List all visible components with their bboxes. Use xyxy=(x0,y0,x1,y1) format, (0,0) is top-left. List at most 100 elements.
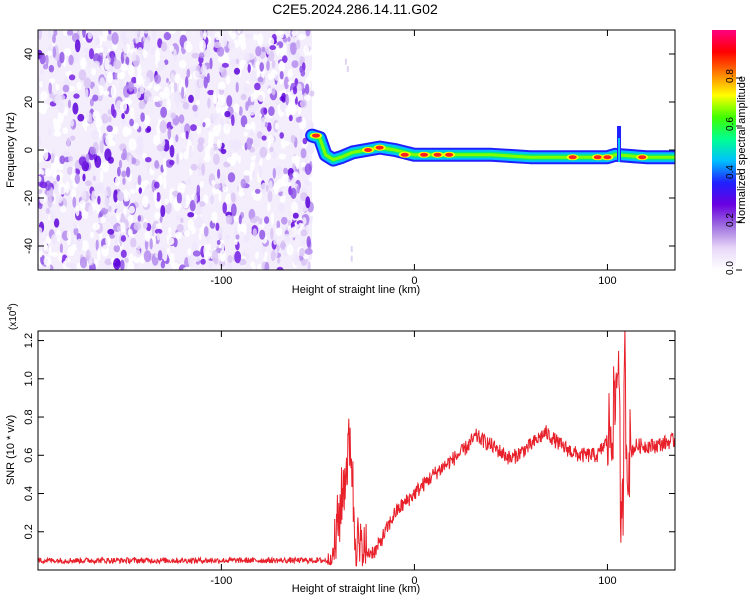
noise-blob xyxy=(111,125,119,135)
y-tick-label: 0.4 xyxy=(23,486,35,501)
noise-blob xyxy=(192,104,198,112)
noise-blob xyxy=(120,259,125,270)
noise-blob xyxy=(246,137,252,150)
noise-blob xyxy=(154,181,160,189)
noise-blob xyxy=(92,94,99,102)
noise-blob xyxy=(275,165,283,177)
noise-blob xyxy=(166,247,170,254)
noise-blob xyxy=(154,228,163,235)
noise-blob xyxy=(161,41,168,52)
noise-blob xyxy=(276,182,281,189)
noise-blob xyxy=(176,192,182,204)
noise-blob xyxy=(148,96,153,102)
noise-blob xyxy=(256,131,263,139)
noise-blob xyxy=(173,81,178,93)
noise-blob xyxy=(128,138,137,151)
colorbar-tick-label: 0.2 xyxy=(725,213,736,227)
noise-blob xyxy=(76,238,83,251)
noise-blob xyxy=(167,226,172,235)
noise-blob xyxy=(137,63,142,77)
noise-blob xyxy=(39,193,47,205)
noise-blob xyxy=(289,102,296,114)
noise-blob xyxy=(48,64,55,73)
noise-blob xyxy=(143,250,152,263)
noise-blob xyxy=(89,98,94,107)
noise-blob xyxy=(128,253,134,264)
noise-blob xyxy=(84,88,89,99)
noise-blob xyxy=(231,114,235,127)
hotspot xyxy=(311,133,320,138)
noise-blob xyxy=(308,141,315,154)
noise-blob xyxy=(224,234,230,240)
noise-blob xyxy=(282,140,291,147)
y-tick-label: 20 xyxy=(23,96,35,108)
noise-blob xyxy=(217,93,223,100)
noise-blob xyxy=(83,121,88,132)
snr-frame xyxy=(37,330,676,571)
noise-blob xyxy=(274,75,280,81)
noise-blob xyxy=(300,192,308,202)
noise-blob xyxy=(223,123,231,135)
noise-blob xyxy=(67,246,75,257)
noise-blob xyxy=(288,114,293,122)
noise-blob xyxy=(270,227,274,240)
noise-blob xyxy=(203,194,209,205)
y-tick-label: 0.6 xyxy=(23,448,35,463)
noise-blob xyxy=(56,174,60,182)
noise-blob xyxy=(290,177,296,191)
noise-blob xyxy=(303,94,311,101)
noise-blob xyxy=(175,203,182,210)
noise-blob xyxy=(221,180,226,188)
noise-blob xyxy=(306,236,311,248)
noise-blob xyxy=(248,208,256,221)
noise-blob xyxy=(188,144,193,158)
noise-blob xyxy=(187,219,194,232)
noise-blob xyxy=(254,251,260,260)
noise-blob xyxy=(279,30,284,39)
noise-blob xyxy=(38,227,43,234)
noise-blob xyxy=(64,48,72,56)
noise-blob xyxy=(203,76,208,89)
noise-blob xyxy=(157,59,166,71)
x-tick-label: 100 xyxy=(598,575,616,587)
snr-scale-prefix: (x10 xyxy=(8,310,19,330)
noise-blob xyxy=(260,117,266,129)
noise-blob xyxy=(213,41,221,48)
noise-blob xyxy=(107,156,114,164)
noise-blob xyxy=(305,196,311,209)
noise-blob xyxy=(82,173,86,182)
noise-blob xyxy=(181,86,185,99)
noise-blob xyxy=(234,239,238,245)
noise-blob xyxy=(102,45,108,54)
noise-blob xyxy=(133,122,140,130)
noise-blob xyxy=(269,45,277,51)
noise-blob xyxy=(135,74,144,86)
noise-blob xyxy=(138,187,142,194)
noise-blob xyxy=(214,31,221,41)
noise-blob xyxy=(91,129,100,141)
noise-blob xyxy=(146,184,151,190)
noise-blob xyxy=(220,68,228,78)
noise-blob xyxy=(44,168,53,177)
noise-blob xyxy=(95,116,103,129)
noise-blob xyxy=(254,188,261,194)
noise-blob xyxy=(62,84,70,93)
noise-blob xyxy=(266,60,270,71)
hotspot xyxy=(400,152,409,157)
noise-blob xyxy=(146,125,152,133)
noise-blob xyxy=(96,248,101,262)
noise-blob xyxy=(267,190,273,202)
snr-scale-note: (x104) xyxy=(7,303,19,330)
noise-blob xyxy=(39,81,43,88)
noise-blob xyxy=(218,81,226,90)
y-tick-label: -20 xyxy=(23,190,35,206)
y-tick-label: -40 xyxy=(23,238,35,254)
noise-blob xyxy=(207,35,212,45)
colorbar-tick-label: 0.4 xyxy=(725,165,736,179)
noise-blob xyxy=(287,36,291,42)
snr-series-line xyxy=(38,331,675,567)
noise-blob xyxy=(63,30,68,36)
noise-blob xyxy=(283,167,289,175)
noise-blob xyxy=(143,221,148,229)
noise-blob xyxy=(252,137,261,148)
